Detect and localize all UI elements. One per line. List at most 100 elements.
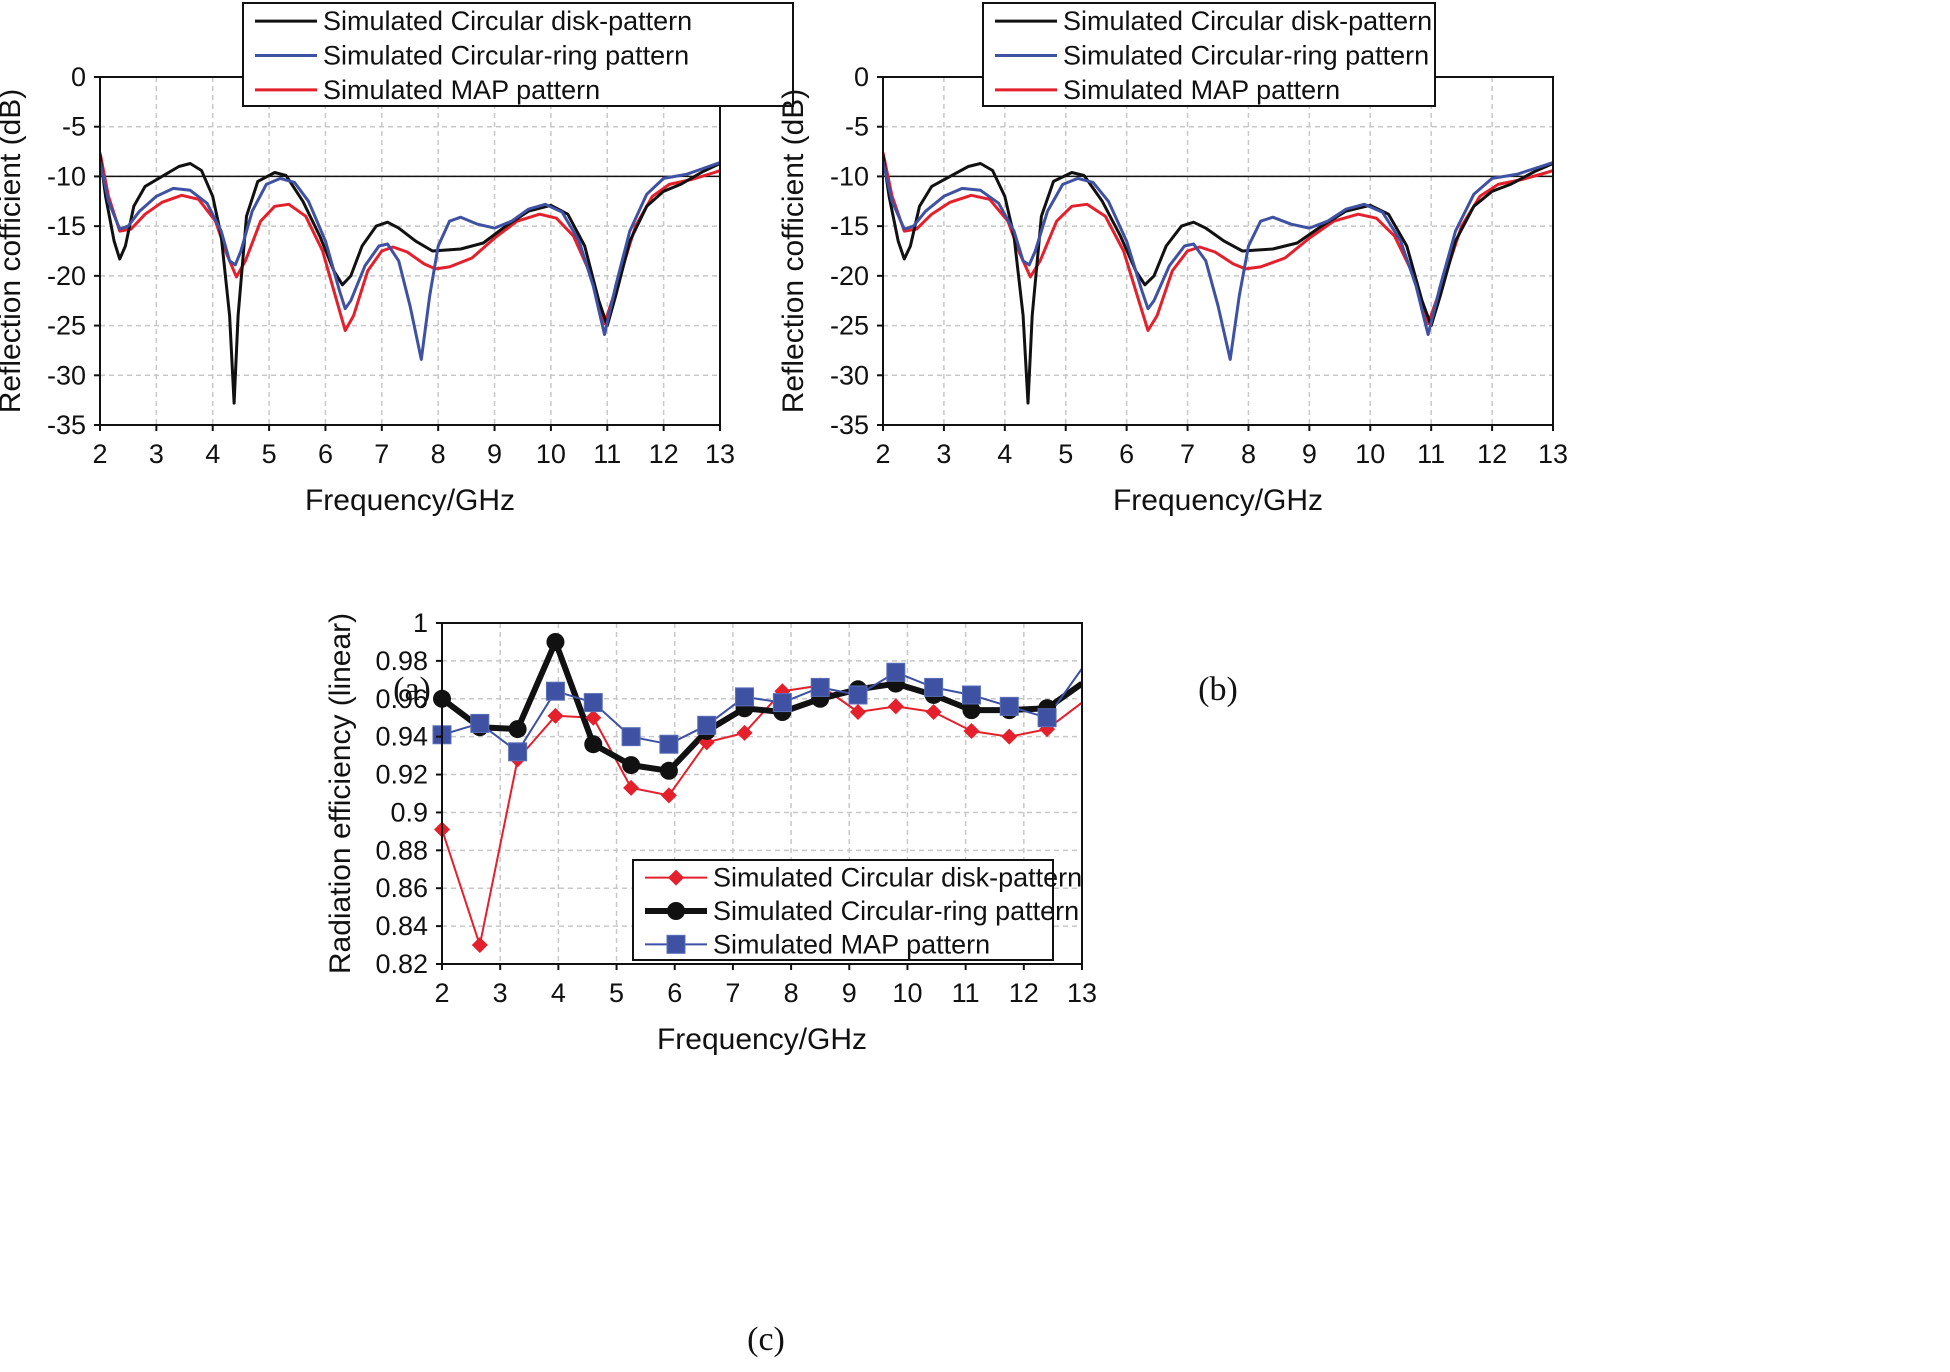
data-point-diamond bbox=[850, 704, 866, 721]
y-tick-label: -10 bbox=[47, 161, 86, 191]
x-tick-label: 10 bbox=[536, 439, 566, 469]
x-tick-label: 6 bbox=[1119, 439, 1134, 469]
legend-entry-label: Simulated MAP pattern bbox=[713, 929, 990, 959]
x-tick-label: 9 bbox=[487, 439, 502, 469]
legend-entry-label: Simulated Circular-ring pattern bbox=[323, 41, 689, 71]
series-line-1 bbox=[883, 161, 1553, 361]
legend-marker-diamond bbox=[668, 869, 684, 886]
data-point-diamond bbox=[471, 937, 488, 954]
data-point-square bbox=[886, 662, 906, 682]
chart-panel-b: 2 3 4 5 6 7 8 9 10 11 12 13 0 -5 -10 -15 -20 -25 -30 -35 Fre… bbox=[777, 2, 1568, 708]
data-point-diamond bbox=[547, 707, 564, 724]
data-point-square bbox=[772, 693, 792, 713]
x-tick-label: 2 bbox=[434, 978, 449, 1008]
data-point-circle bbox=[622, 756, 641, 775]
x-tick-label: 4 bbox=[997, 439, 1012, 469]
x-tick-label: 3 bbox=[149, 439, 164, 469]
panel-caption: (b) bbox=[1198, 671, 1238, 708]
data-point-square bbox=[583, 693, 603, 713]
x-tick-label: 11 bbox=[593, 439, 621, 469]
y-tick-label: 0 bbox=[854, 62, 869, 92]
x-tick-label: 11 bbox=[1417, 439, 1445, 469]
y-axis-label: Reflection cofficient (dB) bbox=[777, 89, 810, 414]
x-tick-label: 10 bbox=[1355, 439, 1385, 469]
data-point-circle bbox=[546, 632, 565, 651]
x-tick-label: 13 bbox=[1538, 439, 1568, 469]
x-tick-label: 2 bbox=[875, 439, 890, 469]
y-tick-label: -30 bbox=[47, 360, 86, 390]
x-axis-label: Frequency/GHz bbox=[657, 1023, 867, 1056]
x-tick-label: 12 bbox=[1009, 978, 1039, 1008]
x-tick-label: 8 bbox=[1241, 439, 1256, 469]
x-tick-label: 11 bbox=[952, 978, 980, 1008]
x-tick-label: 4 bbox=[205, 439, 220, 469]
y-tick-label: -20 bbox=[47, 261, 86, 291]
data-point-square bbox=[735, 687, 755, 707]
x-tick-label: 2 bbox=[92, 439, 107, 469]
data-point-diamond bbox=[963, 722, 980, 739]
x-tick-label: 9 bbox=[1302, 439, 1317, 469]
y-tick-label: -30 bbox=[830, 360, 869, 390]
data-point-square bbox=[621, 727, 641, 747]
y-tick-label: -15 bbox=[47, 211, 86, 241]
data-point-square bbox=[961, 685, 981, 705]
legend-entry-label: Simulated MAP pattern bbox=[323, 75, 600, 105]
data-point-diamond bbox=[623, 779, 640, 796]
y-tick-label: -5 bbox=[845, 112, 869, 142]
series-line-2 bbox=[883, 152, 1553, 332]
y-tick-label: 0.96 bbox=[375, 684, 428, 714]
x-tick-label: 9 bbox=[842, 978, 857, 1008]
series-line-2 bbox=[100, 152, 720, 332]
data-point-diamond bbox=[585, 709, 602, 726]
data-point-diamond bbox=[660, 787, 677, 804]
data-point-circle bbox=[962, 701, 981, 720]
x-tick-label: 8 bbox=[784, 978, 799, 1008]
x-axis-label: Frequency/GHz bbox=[305, 484, 515, 517]
panel-caption: (a) bbox=[393, 671, 431, 708]
legend-marker-circle bbox=[667, 902, 685, 920]
x-tick-label: 7 bbox=[1180, 439, 1195, 469]
chart-panel-a: 2 3 4 5 6 7 8 9 10 11 12 13 0 -5 -10 -15 -20 -25 -30 -35 Fre… bbox=[0, 2, 794, 708]
y-tick-label: -10 bbox=[830, 161, 869, 191]
x-tick-label: 7 bbox=[374, 439, 389, 469]
chart-panel-c: 2 3 4 5 6 7 8 9 10 11 12 13 1 0.98 0.96 0.94 0.92 0.9 0.88… bbox=[324, 608, 1097, 1358]
legend: Simulated Circular disk-pattern Simulated… bbox=[982, 2, 1436, 107]
panel-caption: (c) bbox=[747, 1321, 785, 1358]
data-point-diamond bbox=[736, 724, 753, 741]
y-tick-label: 0.82 bbox=[375, 949, 428, 979]
y-tick-label: -15 bbox=[830, 211, 869, 241]
series-line-1 bbox=[100, 161, 720, 361]
x-tick-label: 4 bbox=[551, 978, 566, 1008]
y-tick-label: 1 bbox=[413, 608, 428, 638]
x-tick-label: 5 bbox=[609, 978, 624, 1008]
y-tick-label: -5 bbox=[62, 112, 86, 142]
x-tick-label: 6 bbox=[667, 978, 682, 1008]
data-point-circle bbox=[659, 761, 678, 780]
data-point-square bbox=[1037, 708, 1057, 728]
series-line-0 bbox=[883, 154, 1553, 405]
x-tick-label: 13 bbox=[705, 439, 735, 469]
y-tick-label: -35 bbox=[47, 410, 86, 440]
legend-entry-label: Simulated Circular disk-pattern bbox=[713, 863, 1082, 893]
x-tick-label: 3 bbox=[936, 439, 951, 469]
x-tick-label: 12 bbox=[649, 439, 679, 469]
data-point-square bbox=[999, 696, 1019, 716]
x-tick-label: 10 bbox=[892, 978, 922, 1008]
data-point-square bbox=[697, 715, 717, 735]
x-tick-label: 12 bbox=[1477, 439, 1507, 469]
y-tick-label: -20 bbox=[830, 261, 869, 291]
data-point-square bbox=[659, 734, 679, 754]
data-point-square bbox=[810, 677, 830, 697]
series-line-0 bbox=[100, 154, 720, 405]
data-point-square bbox=[470, 713, 490, 733]
legend-entry-label: Simulated Circular-ring pattern bbox=[713, 896, 1079, 926]
y-tick-label: 0.88 bbox=[375, 835, 428, 865]
legend-box bbox=[982, 2, 1436, 107]
x-tick-label: 8 bbox=[431, 439, 446, 469]
y-axis-label: Reflection cofficient (dB) bbox=[0, 89, 27, 414]
y-tick-label: 0.94 bbox=[375, 722, 428, 752]
y-axis-label: Radiation efficiency (linear) bbox=[324, 613, 357, 974]
data-point-square bbox=[848, 685, 868, 705]
data-point-circle bbox=[584, 735, 603, 754]
